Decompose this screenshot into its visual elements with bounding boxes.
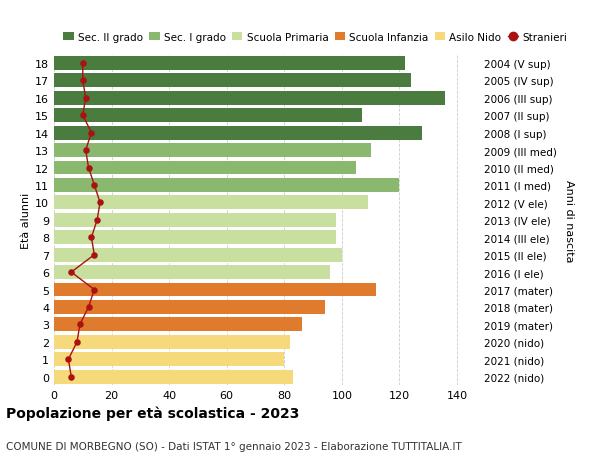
Bar xyxy=(54,109,362,123)
Bar xyxy=(54,353,284,366)
Bar xyxy=(54,92,445,106)
Text: COMUNE DI MORBEGNO (SO) - Dati ISTAT 1° gennaio 2023 - Elaborazione TUTTITALIA.I: COMUNE DI MORBEGNO (SO) - Dati ISTAT 1° … xyxy=(6,441,462,451)
Point xyxy=(75,321,85,328)
Bar xyxy=(54,57,405,71)
Point xyxy=(84,303,94,311)
Point xyxy=(64,356,73,363)
Point xyxy=(86,234,96,241)
Bar xyxy=(54,144,371,158)
Point xyxy=(78,112,88,120)
Bar xyxy=(54,266,331,280)
Bar xyxy=(54,126,422,140)
Bar xyxy=(54,248,342,262)
Point xyxy=(78,78,88,85)
Point xyxy=(89,286,99,294)
Bar xyxy=(54,300,325,314)
Point xyxy=(84,164,94,172)
Bar xyxy=(54,335,290,349)
Point xyxy=(72,338,82,346)
Point xyxy=(95,199,105,207)
Y-axis label: Anni di nascita: Anni di nascita xyxy=(564,179,574,262)
Point xyxy=(78,60,88,67)
Point xyxy=(67,373,76,381)
Bar xyxy=(54,318,302,332)
Point xyxy=(86,130,96,137)
Bar xyxy=(54,283,376,297)
Text: Popolazione per età scolastica - 2023: Popolazione per età scolastica - 2023 xyxy=(6,405,299,420)
Point xyxy=(89,252,99,259)
Point xyxy=(81,95,91,102)
Bar xyxy=(54,213,336,227)
Legend: Sec. II grado, Sec. I grado, Scuola Primaria, Scuola Infanzia, Asilo Nido, Stran: Sec. II grado, Sec. I grado, Scuola Prim… xyxy=(59,28,571,46)
Point xyxy=(89,182,99,189)
Bar xyxy=(54,161,356,175)
Bar xyxy=(54,231,336,245)
Bar xyxy=(54,196,368,210)
Y-axis label: Età alunni: Età alunni xyxy=(21,192,31,248)
Point xyxy=(67,269,76,276)
Bar xyxy=(54,370,293,384)
Bar xyxy=(54,74,411,88)
Point xyxy=(81,147,91,154)
Bar xyxy=(54,179,400,192)
Point xyxy=(92,217,102,224)
